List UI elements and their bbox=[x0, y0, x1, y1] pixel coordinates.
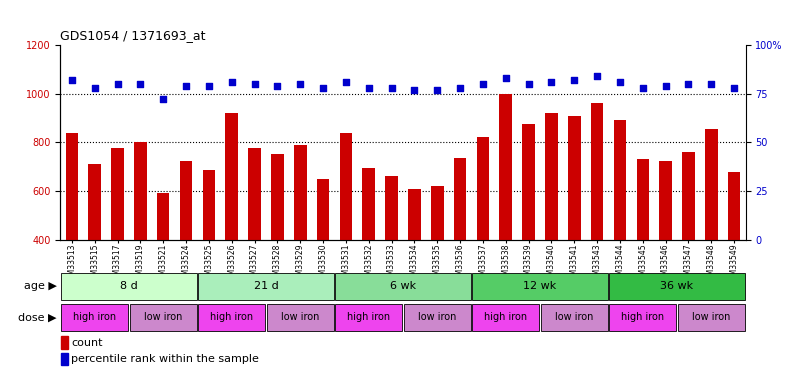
Point bbox=[156, 96, 169, 102]
Point bbox=[659, 83, 672, 89]
Point bbox=[293, 81, 306, 87]
Bar bbox=[134, 142, 147, 240]
Point bbox=[567, 77, 580, 83]
Bar bbox=[613, 120, 626, 240]
Point bbox=[180, 83, 193, 89]
Point bbox=[248, 81, 261, 87]
Bar bbox=[180, 160, 193, 240]
Text: 12 wk: 12 wk bbox=[523, 281, 557, 291]
Bar bbox=[385, 176, 398, 240]
Text: high iron: high iron bbox=[73, 312, 116, 322]
Bar bbox=[476, 138, 489, 240]
Bar bbox=[568, 116, 580, 240]
Text: low iron: low iron bbox=[418, 312, 456, 322]
Bar bbox=[363, 168, 375, 240]
Bar bbox=[728, 171, 741, 240]
Bar bbox=[61, 304, 128, 331]
Bar bbox=[472, 304, 539, 331]
Bar bbox=[202, 170, 215, 240]
Point bbox=[271, 83, 284, 89]
Text: low iron: low iron bbox=[555, 312, 593, 322]
Bar bbox=[682, 152, 695, 240]
Text: low iron: low iron bbox=[144, 312, 182, 322]
Point bbox=[636, 85, 649, 91]
Bar bbox=[198, 273, 334, 300]
Point bbox=[728, 85, 741, 91]
Text: GDS1054 / 1371693_at: GDS1054 / 1371693_at bbox=[60, 30, 206, 42]
Bar bbox=[248, 148, 261, 240]
Text: 6 wk: 6 wk bbox=[390, 281, 416, 291]
Point bbox=[499, 75, 513, 81]
Point bbox=[454, 85, 467, 91]
Bar bbox=[408, 189, 421, 240]
Text: age ▶: age ▶ bbox=[23, 281, 56, 291]
Bar bbox=[294, 145, 306, 240]
Point bbox=[339, 79, 352, 85]
Point bbox=[704, 81, 717, 87]
Bar bbox=[454, 158, 467, 240]
Bar bbox=[431, 186, 443, 240]
Bar bbox=[89, 164, 101, 240]
Bar bbox=[522, 124, 535, 240]
Point bbox=[111, 81, 124, 87]
Bar bbox=[500, 94, 512, 240]
Text: 21 d: 21 d bbox=[254, 281, 278, 291]
Bar bbox=[404, 304, 471, 331]
Text: high iron: high iron bbox=[347, 312, 390, 322]
Point bbox=[613, 79, 626, 85]
Bar bbox=[659, 160, 672, 240]
Point bbox=[362, 85, 375, 91]
Bar bbox=[335, 304, 402, 331]
Bar bbox=[591, 104, 604, 240]
Bar bbox=[541, 304, 608, 331]
Point bbox=[476, 81, 489, 87]
Text: high iron: high iron bbox=[621, 312, 664, 322]
Bar bbox=[637, 159, 649, 240]
Point bbox=[317, 85, 330, 91]
Text: dose ▶: dose ▶ bbox=[18, 312, 56, 322]
Bar bbox=[65, 133, 78, 240]
Bar bbox=[111, 148, 124, 240]
Bar bbox=[157, 194, 169, 240]
Bar bbox=[271, 154, 284, 240]
Bar bbox=[61, 273, 197, 300]
Text: low iron: low iron bbox=[281, 312, 319, 322]
Bar bbox=[472, 273, 608, 300]
Point bbox=[385, 85, 398, 91]
Bar bbox=[545, 113, 558, 240]
Text: 36 wk: 36 wk bbox=[660, 281, 694, 291]
Text: count: count bbox=[72, 338, 103, 348]
Point bbox=[65, 77, 78, 83]
Point bbox=[682, 81, 695, 87]
Point bbox=[88, 85, 101, 91]
Text: high iron: high iron bbox=[484, 312, 527, 322]
Bar bbox=[335, 273, 471, 300]
Bar bbox=[198, 304, 265, 331]
Bar bbox=[267, 304, 334, 331]
Bar bbox=[60, 352, 69, 366]
Point bbox=[225, 79, 239, 85]
Bar bbox=[609, 304, 676, 331]
Bar bbox=[705, 129, 717, 240]
Point bbox=[430, 87, 443, 93]
Text: 8 d: 8 d bbox=[120, 281, 138, 291]
Point bbox=[545, 79, 558, 85]
Bar bbox=[60, 336, 69, 349]
Text: high iron: high iron bbox=[210, 312, 253, 322]
Bar bbox=[678, 304, 745, 331]
Bar bbox=[226, 113, 238, 240]
Text: low iron: low iron bbox=[692, 312, 730, 322]
Text: percentile rank within the sample: percentile rank within the sample bbox=[72, 354, 260, 364]
Point bbox=[591, 73, 604, 79]
Bar bbox=[317, 179, 330, 240]
Point bbox=[522, 81, 535, 87]
Point bbox=[202, 83, 215, 89]
Bar bbox=[130, 304, 197, 331]
Bar bbox=[609, 273, 745, 300]
Point bbox=[408, 87, 421, 93]
Point bbox=[134, 81, 147, 87]
Bar bbox=[339, 133, 352, 240]
